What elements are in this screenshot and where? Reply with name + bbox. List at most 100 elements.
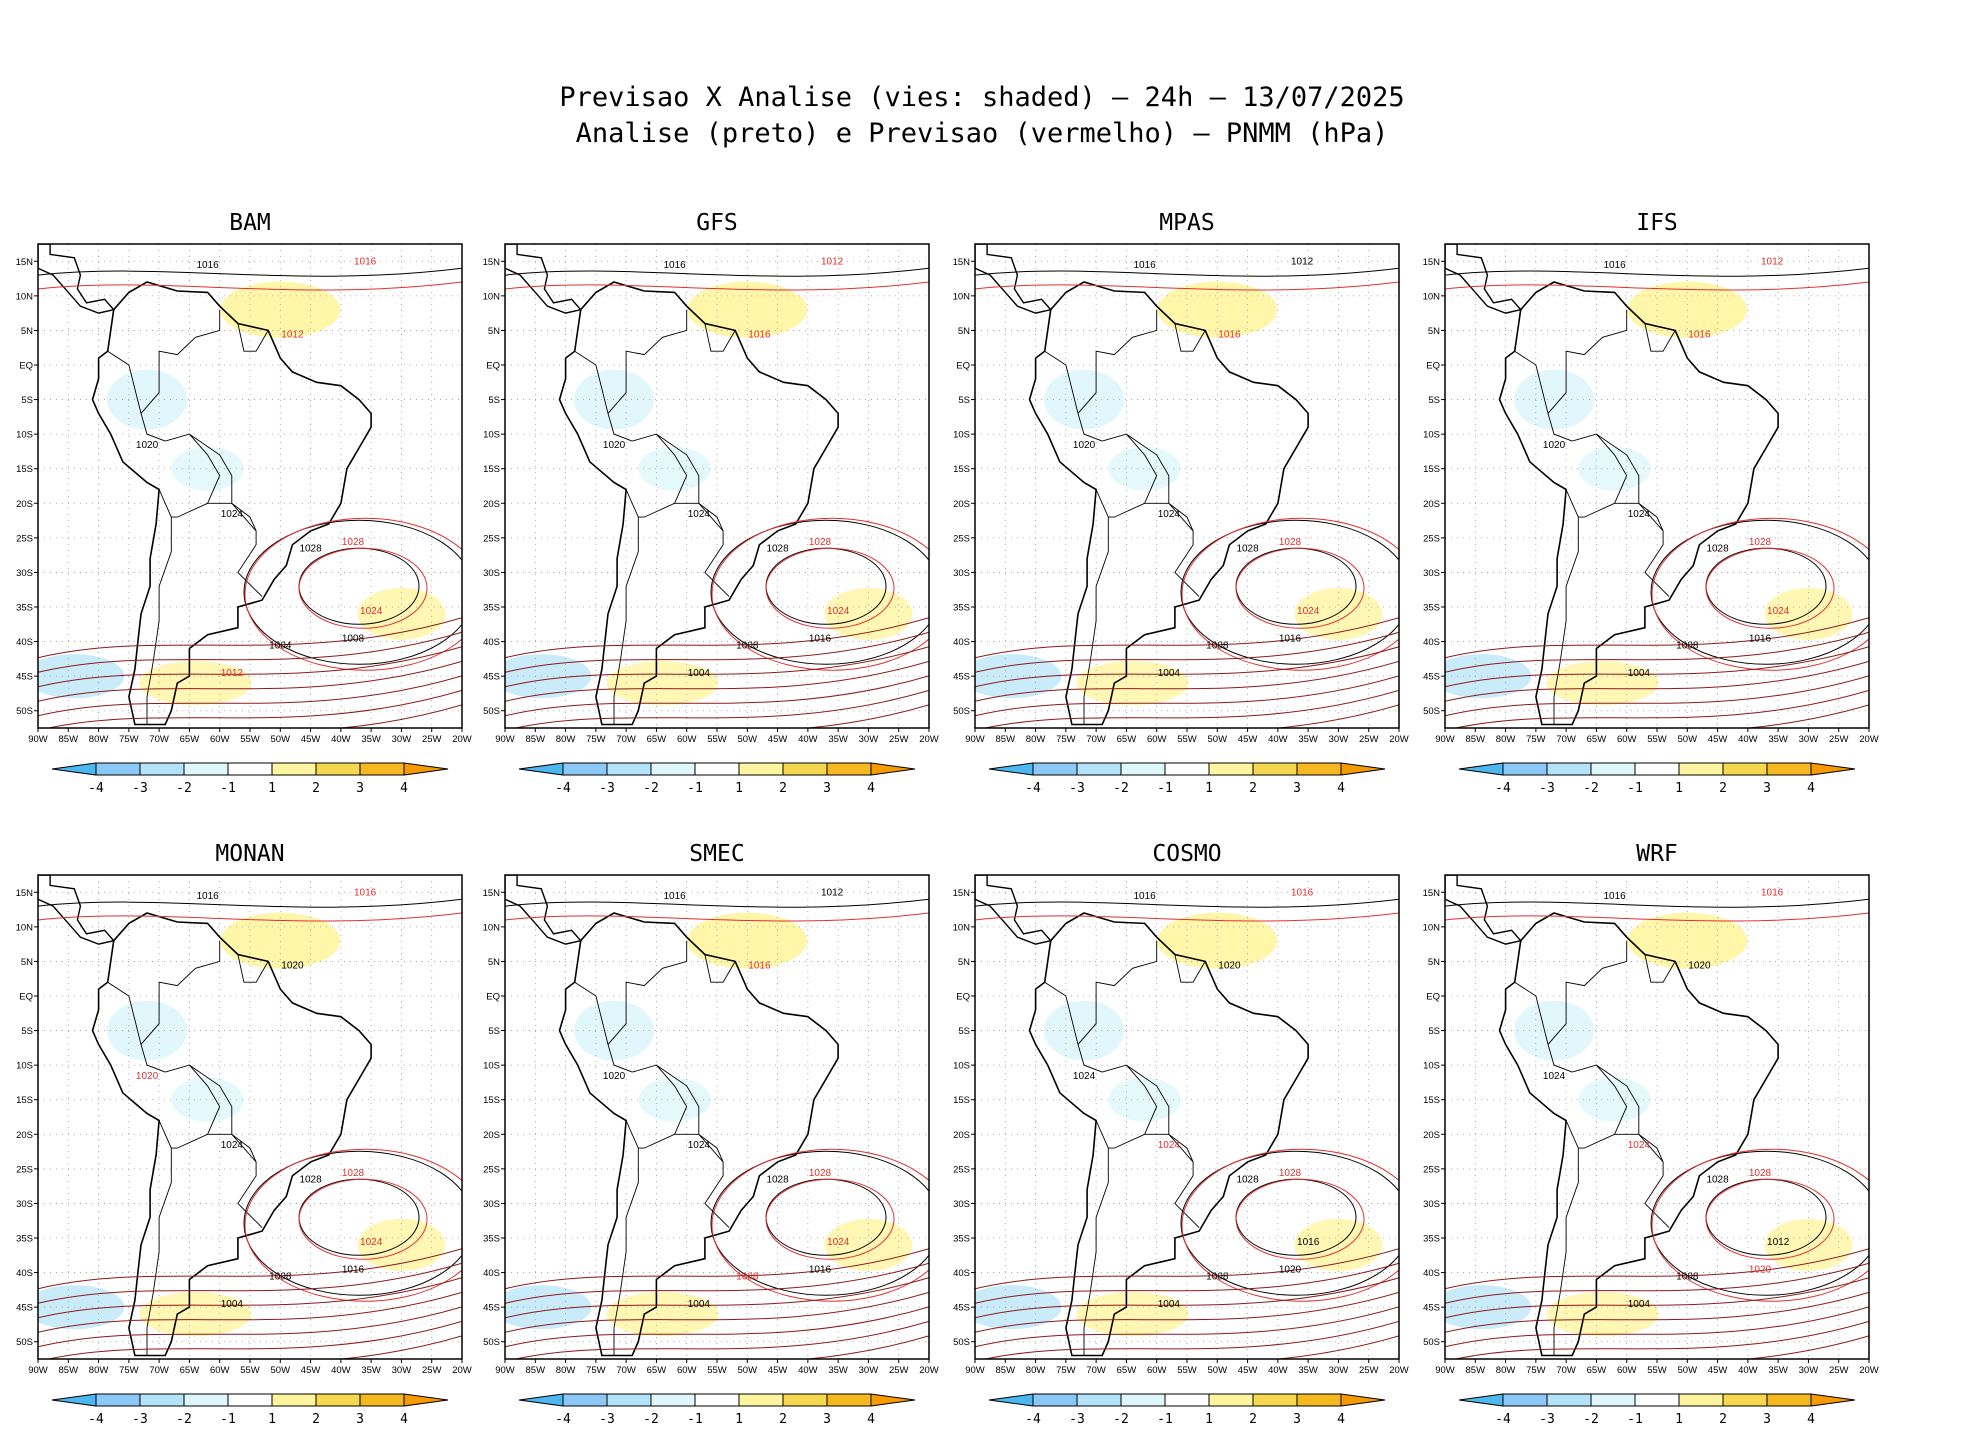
colorbar-label: -1: [687, 781, 703, 796]
colorbar-cell: [271, 762, 317, 776]
isobar-forecast: [975, 675, 1399, 717]
colorbar-label: 3: [356, 1412, 364, 1427]
isobar-label: 1024: [688, 1140, 711, 1151]
isobar-forecast: [975, 1306, 1399, 1348]
colorbar-cell: [870, 1393, 916, 1407]
colorbar-cell: [95, 1393, 141, 1407]
isobar-analysis: [505, 898, 929, 908]
colorbar-label: -1: [1157, 1412, 1173, 1427]
lat-tick-label: 35S: [16, 603, 33, 614]
lat-tick-label: 45S: [953, 1303, 970, 1314]
bias-shade-negative: [505, 654, 592, 699]
lat-tick-label: 10S: [1423, 430, 1440, 441]
bias-shade-positive: [1076, 661, 1189, 706]
isobar-label: 1004: [269, 640, 292, 651]
colorbar-label: 3: [823, 1412, 831, 1427]
lat-tick-label: 25S: [953, 533, 970, 544]
bias-shade-negative: [638, 1077, 711, 1122]
colorbar-cell: [139, 762, 185, 776]
isobar-label: 1012: [821, 257, 844, 268]
isobar-label: 1016: [1218, 329, 1241, 340]
isobar-forecast: [1181, 517, 1399, 671]
lon-tick-label: 35W: [1298, 734, 1318, 745]
colorbar: -4 -3 -2 -1 1 2 3 4: [518, 1393, 916, 1427]
bias-shade-negative: [505, 1285, 592, 1330]
colorbar: -4 -3 -2 -1 1 2 3 4: [51, 762, 449, 796]
isobar-label: 1028: [1279, 1168, 1302, 1179]
panel-title: IFS: [1636, 210, 1678, 236]
lat-tick-label: 5S: [21, 395, 33, 406]
isobar-label: 1004: [1628, 1299, 1651, 1310]
country-border: [146, 1120, 172, 1356]
figure-title-line1: Previsao X Analise (vies: shaded) — 24h …: [559, 82, 1405, 113]
lon-tick-label: 75W: [119, 1365, 139, 1376]
colorbar-label: 1: [1205, 781, 1213, 796]
country-border: [1174, 954, 1206, 983]
isobar-label: 1028: [809, 1168, 832, 1179]
country-border: [1614, 502, 1664, 532]
colorbar-cell: [1722, 762, 1768, 776]
coastline: [91, 912, 372, 1357]
lat-tick-label: 40S: [16, 637, 33, 648]
isobar-label: 1028: [1236, 1175, 1259, 1186]
lon-tick-label: 85W: [526, 734, 546, 745]
lat-tick-label: 45S: [1423, 672, 1440, 683]
lat-tick-label: 10S: [16, 430, 33, 441]
lat-tick-label: 10N: [953, 922, 971, 933]
isobar-label: 1016: [1297, 1237, 1320, 1248]
colorbar-label: 4: [867, 1412, 875, 1427]
lon-tick-label: 70W: [149, 734, 169, 745]
lat-tick-label: 5N: [1428, 957, 1440, 968]
isobar-label: 1016: [663, 260, 686, 271]
isobar-label: 1016: [809, 1265, 832, 1276]
lat-tick-label: 40S: [483, 1268, 500, 1279]
lon-tick-label: 60W: [1617, 734, 1637, 745]
isobar-forecast: [38, 1262, 462, 1304]
lat-tick-label: 50S: [16, 1337, 33, 1348]
panel-title: SMEC: [689, 841, 744, 867]
country-border: [1547, 309, 1628, 442]
lat-tick-label: 20S: [483, 499, 500, 510]
bias-shade-negative: [574, 369, 655, 430]
colorbar-label: -4: [555, 781, 571, 796]
colorbar-label: 1: [268, 1412, 276, 1427]
colorbar-cell: [51, 762, 97, 776]
lat-tick-label: 40S: [953, 1268, 970, 1279]
lat-tick-label: EQ: [956, 361, 970, 372]
colorbar-cell: [1766, 1393, 1812, 1407]
coastline: [1028, 281, 1309, 726]
colorbar-cell: [1546, 1393, 1592, 1407]
lat-tick-label: 20S: [1423, 499, 1440, 510]
colorbar-cell: [1722, 1393, 1768, 1407]
lon-tick-label: 45W: [1238, 734, 1258, 745]
country-border: [1614, 1133, 1664, 1163]
colorbar-label: -1: [687, 1412, 703, 1427]
isobar-analysis: [710, 519, 929, 665]
lat-tick-label: 10S: [483, 430, 500, 441]
lon-tick-label: 25W: [422, 734, 442, 745]
colorbar-cell: [1502, 762, 1548, 776]
isobar-forecast: [335, 704, 462, 728]
colorbar-cell: [518, 1393, 564, 1407]
colorbar-cell: [826, 762, 872, 776]
lat-tick-label: 10N: [1423, 922, 1441, 933]
lat-tick-label: 5N: [488, 957, 500, 968]
lat-tick-label: 15S: [953, 464, 970, 475]
isobar-label: 1016: [196, 891, 219, 902]
country-border: [1578, 433, 1628, 518]
lat-tick-label: 10S: [483, 1061, 500, 1072]
isobar-forecast: [1445, 281, 1869, 291]
colorbar-cell: [1340, 1393, 1386, 1407]
lon-tick-label: 25W: [889, 734, 909, 745]
isobar-label: 1004: [1158, 1299, 1181, 1310]
colorbar-label: -4: [1025, 781, 1041, 796]
colorbar-cell: [403, 1393, 449, 1407]
colorbar-cell: [738, 1393, 784, 1407]
isobar-forecast: [975, 1262, 1399, 1304]
isobar-forecast: [1445, 675, 1869, 717]
country-border: [1083, 1120, 1109, 1356]
lat-tick-label: 50S: [16, 706, 33, 717]
